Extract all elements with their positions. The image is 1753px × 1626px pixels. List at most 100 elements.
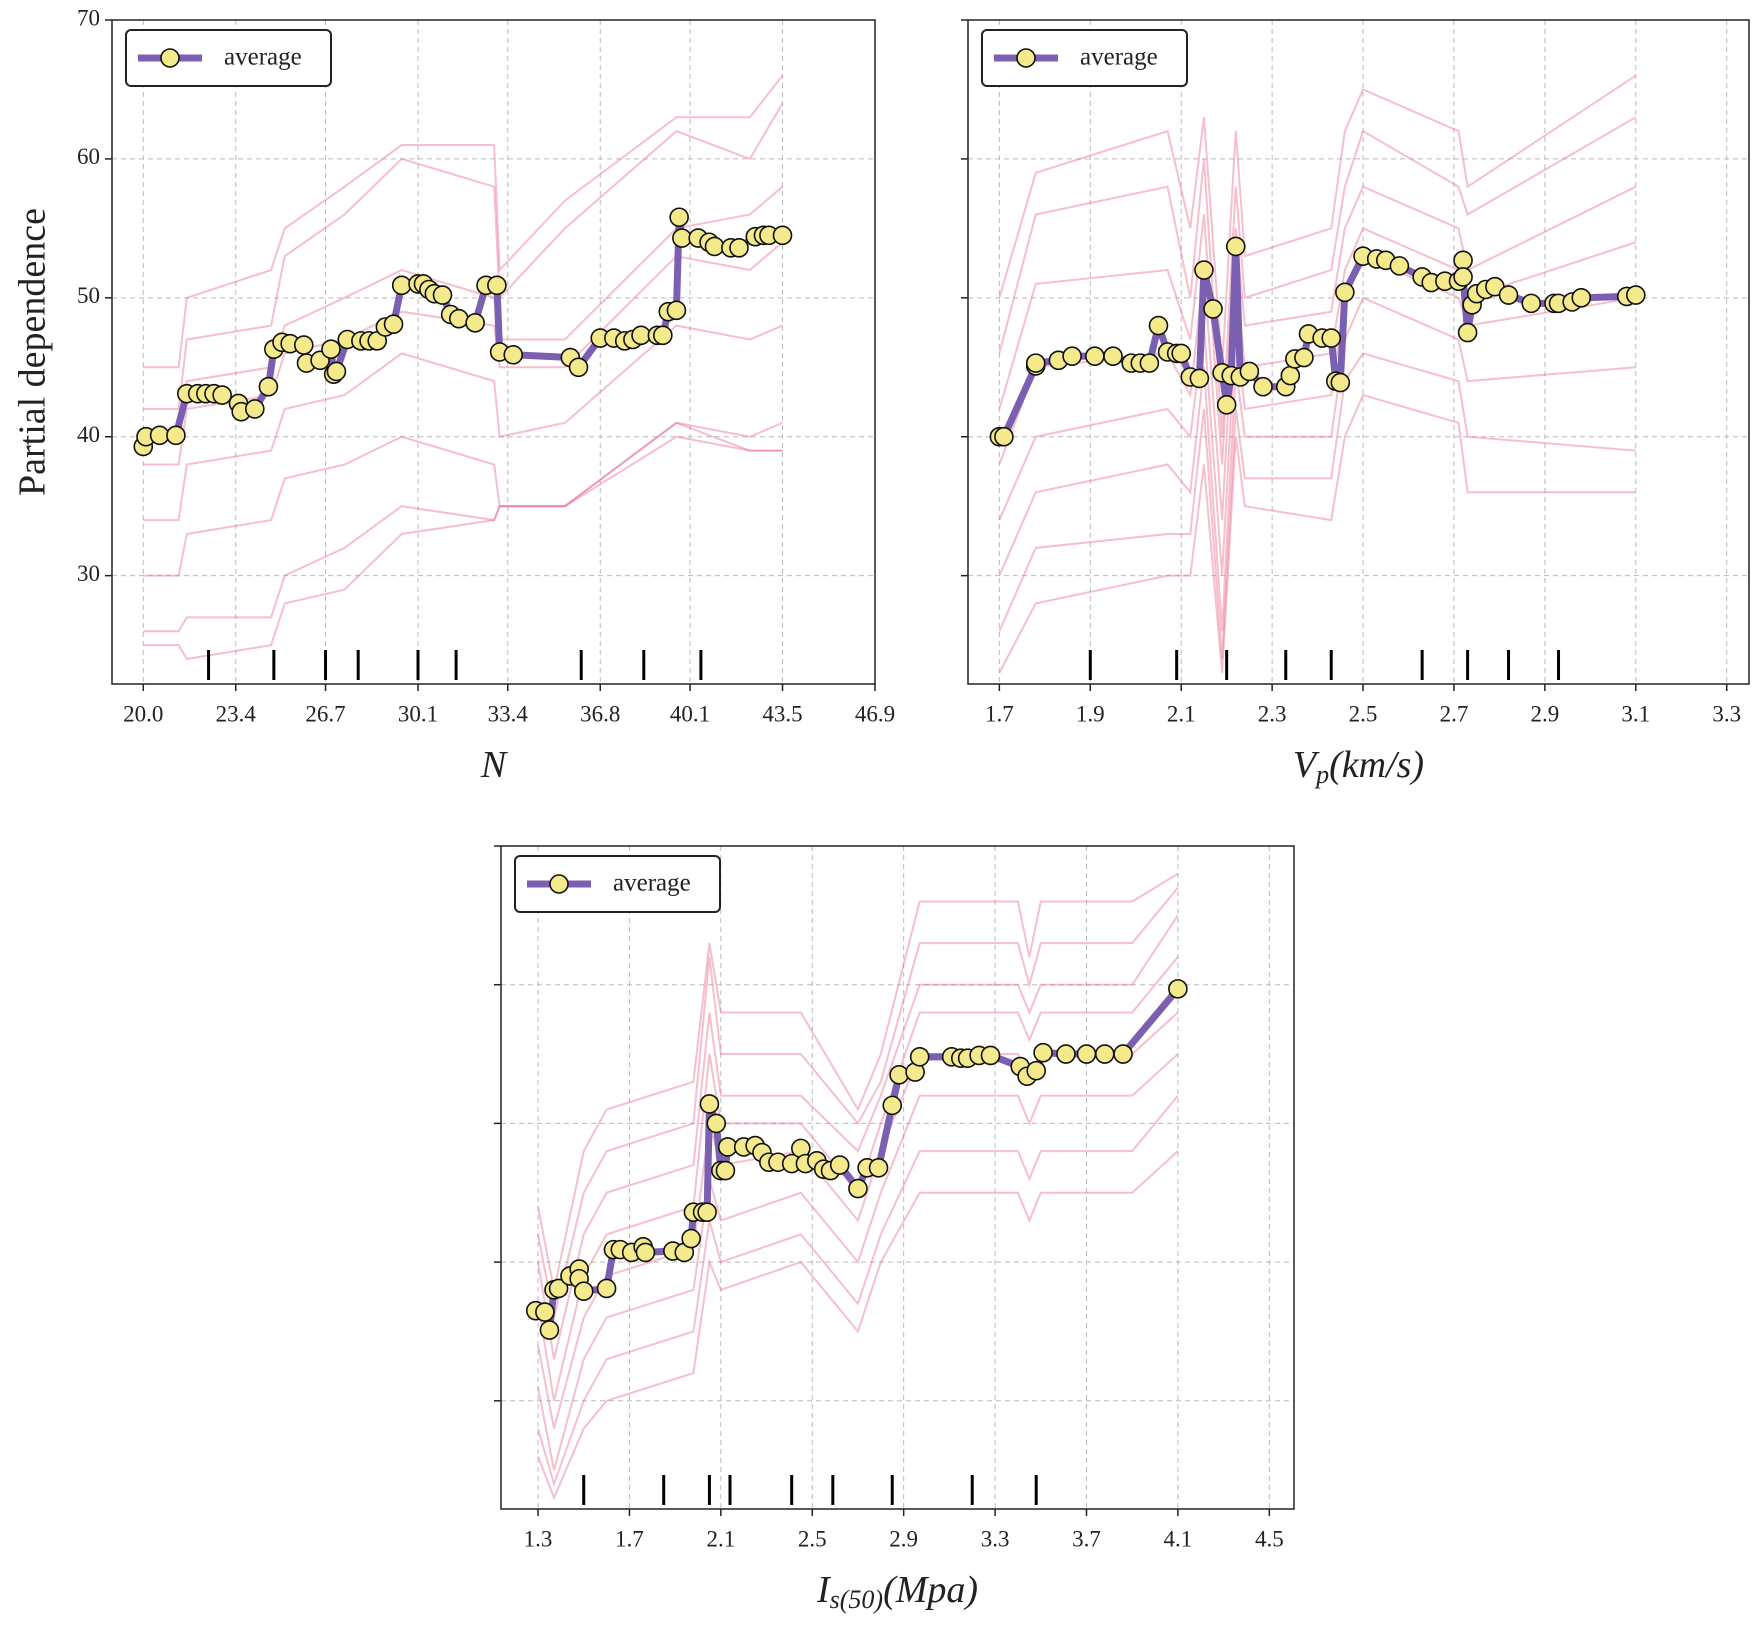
average-marker xyxy=(573,1281,594,1302)
x-axis-title-sub: s(50) xyxy=(830,1585,883,1614)
ice-line xyxy=(537,1150,1179,1501)
ice-line xyxy=(998,296,1636,632)
average-marker xyxy=(1330,372,1351,393)
average-marker xyxy=(321,339,341,360)
average-marker xyxy=(149,425,170,446)
y-axis-title: Partial dependence xyxy=(12,208,54,496)
ice-line xyxy=(998,352,1636,660)
x-tick-label: 1.3 xyxy=(524,1526,553,1551)
y-tick-label: 60 xyxy=(77,144,100,169)
x-axis-title: Is(50)(Mpa) xyxy=(816,1569,978,1614)
average-marker xyxy=(539,1320,560,1340)
average-marker xyxy=(1335,282,1355,303)
average-marker xyxy=(503,344,524,365)
x-tick-label: 3.7 xyxy=(1072,1526,1101,1551)
average-marker xyxy=(653,325,673,346)
average-marker xyxy=(1626,285,1646,305)
x-axis-title-tail: (Mpa) xyxy=(883,1569,978,1611)
legend-marker xyxy=(549,874,569,894)
average-marker xyxy=(1571,288,1592,308)
average-marker xyxy=(631,325,651,346)
average-marker xyxy=(1280,365,1301,386)
average-marker xyxy=(1171,343,1192,364)
average-marker xyxy=(596,1278,617,1299)
average-marker xyxy=(635,1242,656,1263)
x-tick-label: 30.1 xyxy=(398,701,438,726)
average-marker xyxy=(1033,1042,1053,1063)
average-marker xyxy=(772,225,793,246)
average-marker xyxy=(1025,353,1046,373)
ice-line xyxy=(143,421,783,633)
x-axis-title-sub: p xyxy=(1314,760,1329,789)
average-marker xyxy=(666,300,687,321)
x-tick-label: 1.7 xyxy=(615,1526,644,1551)
panel: 20.0 23.4 26.7 30.1 33.4 36.8 40.1 43.5 46.9 30 40… xyxy=(77,5,895,785)
axes-frame xyxy=(111,19,876,685)
x-tick-label: 26.7 xyxy=(305,701,345,726)
y-tick-label: 50 xyxy=(77,283,100,308)
x-tick-label: 2.1 xyxy=(1167,701,1196,726)
average-marker xyxy=(535,1302,555,1322)
x-axis-title-main: V xyxy=(1293,744,1320,786)
y-tick-label: 30 xyxy=(77,561,100,586)
average-marker xyxy=(909,1047,930,1067)
legend-label: average xyxy=(224,44,302,71)
average-marker xyxy=(1076,1044,1097,1064)
ice-line xyxy=(537,1053,1179,1471)
average-marker xyxy=(669,207,689,228)
y-tick-label: 40 xyxy=(77,422,100,447)
axes-frame xyxy=(967,19,1750,685)
average-marker xyxy=(704,236,725,257)
x-tick-label: 2.9 xyxy=(1531,701,1560,726)
x-tick-label: 46.9 xyxy=(855,701,895,726)
x-tick-label: 3.1 xyxy=(1621,701,1650,726)
x-tick-label: 3.3 xyxy=(981,1526,1010,1551)
x-tick-label: 3.3 xyxy=(1712,701,1741,726)
x-tick-label: 36.8 xyxy=(580,701,620,726)
average-marker xyxy=(994,426,1014,447)
x-tick-label: 4.5 xyxy=(1255,1526,1284,1551)
x-tick-label: 2.5 xyxy=(1349,701,1378,726)
average-marker xyxy=(1253,376,1273,397)
ice-line xyxy=(537,1095,1179,1488)
average-marker xyxy=(1189,368,1210,389)
average-marker xyxy=(697,1202,717,1222)
average-marker xyxy=(980,1045,1001,1066)
average-marker xyxy=(1216,394,1237,415)
x-tick-label: 20.0 xyxy=(123,701,163,726)
ice-line xyxy=(537,872,1179,1291)
x-tick-label: 2.3 xyxy=(1258,701,1287,726)
x-axis-title-main: I xyxy=(816,1569,832,1611)
legend-label: average xyxy=(1080,44,1158,71)
x-tick-label: 23.4 xyxy=(216,701,257,726)
average-marker xyxy=(1148,315,1169,336)
average-marker xyxy=(465,313,485,333)
average-marker xyxy=(706,1113,727,1134)
x-tick-label: 2.5 xyxy=(798,1526,827,1551)
ice-line xyxy=(143,435,783,661)
ice-line xyxy=(537,914,1179,1360)
ice-line xyxy=(143,324,783,522)
average-marker xyxy=(715,1160,736,1181)
x-tick-label: 33.4 xyxy=(488,701,529,726)
average-marker xyxy=(1094,1044,1115,1064)
average-marker xyxy=(383,314,404,335)
average-marker xyxy=(848,1178,868,1199)
average-marker xyxy=(1294,347,1314,368)
ice-line xyxy=(998,74,1637,368)
average-marker xyxy=(1168,979,1188,999)
average-marker xyxy=(1453,250,1473,271)
legend-marker xyxy=(1016,48,1036,68)
average-marker xyxy=(1113,1044,1133,1064)
average-marker xyxy=(548,1278,569,1299)
axes-frame xyxy=(500,845,1295,1510)
average-marker xyxy=(829,1155,850,1175)
x-tick-label: 1.7 xyxy=(985,701,1014,726)
average-marker xyxy=(449,308,469,329)
y-tick-label: 70 xyxy=(77,5,100,30)
average-marker xyxy=(245,399,265,419)
x-axis-title: Vp(km/s) xyxy=(1293,744,1424,789)
x-axis-title-tail: (km/s) xyxy=(1329,744,1424,786)
